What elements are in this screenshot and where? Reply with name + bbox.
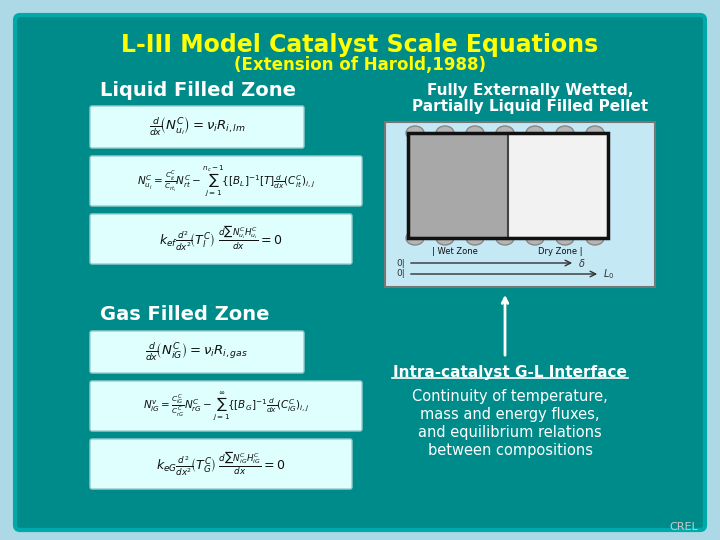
Text: | Wet Zone: | Wet Zone xyxy=(432,246,478,255)
FancyBboxPatch shape xyxy=(90,439,352,489)
Ellipse shape xyxy=(556,231,574,245)
FancyBboxPatch shape xyxy=(90,156,362,206)
Text: between compositions: between compositions xyxy=(428,442,593,457)
Text: $N_{u_i}^C=\frac{C_{it}^C}{C_{rt_i}}N_{rt}^C-\sum_{j=1}^{n_c-1}\!\{[B_L]^{-1}[T]: $N_{u_i}^C=\frac{C_{it}^C}{C_{rt_i}}N_{r… xyxy=(137,164,315,199)
Ellipse shape xyxy=(586,126,604,140)
Text: L-III Model Catalyst Scale Equations: L-III Model Catalyst Scale Equations xyxy=(122,33,598,57)
Text: Continuity of temperature,: Continuity of temperature, xyxy=(412,388,608,403)
Ellipse shape xyxy=(466,126,484,140)
Ellipse shape xyxy=(556,126,574,140)
Text: mass and energy fluxes,: mass and energy fluxes, xyxy=(420,407,600,422)
Text: Dry Zone |: Dry Zone | xyxy=(538,246,582,255)
Ellipse shape xyxy=(406,231,424,245)
Bar xyxy=(408,133,608,238)
Bar xyxy=(385,122,655,287)
FancyBboxPatch shape xyxy=(90,214,352,264)
Text: $k_{eG}\frac{d^2}{dx^2}\!\left(T_G^C\right)\;\frac{d\sum N_{iG}^C H_{iG}^C}{dx}=: $k_{eG}\frac{d^2}{dx^2}\!\left(T_G^C\rig… xyxy=(156,450,286,478)
Ellipse shape xyxy=(496,231,514,245)
Ellipse shape xyxy=(466,231,484,245)
Text: 0|: 0| xyxy=(396,269,405,279)
Text: $N_{iG}^v=\frac{C_{iG}^C}{C_{rG}^C}N_{rG}^C-\sum_{j=1}^{\infty}\!\{[B_G]^{-1}\fr: $N_{iG}^v=\frac{C_{iG}^C}{C_{rG}^C}N_{rG… xyxy=(143,390,310,422)
Bar xyxy=(408,133,508,238)
Ellipse shape xyxy=(496,126,514,140)
FancyBboxPatch shape xyxy=(90,381,362,431)
Text: Fully Externally Wetted,: Fully Externally Wetted, xyxy=(427,83,634,98)
Text: Gas Filled Zone: Gas Filled Zone xyxy=(100,306,269,325)
FancyBboxPatch shape xyxy=(90,106,304,148)
Ellipse shape xyxy=(526,231,544,245)
Text: $L_0$: $L_0$ xyxy=(603,267,614,281)
Text: CREL: CREL xyxy=(670,522,698,532)
Text: and equilibrium relations: and equilibrium relations xyxy=(418,424,602,440)
Text: 0|: 0| xyxy=(396,259,405,267)
Text: Intra-catalyst G-L Interface: Intra-catalyst G-L Interface xyxy=(393,364,627,380)
Text: Liquid Filled Zone: Liquid Filled Zone xyxy=(100,80,296,99)
Text: $\delta$: $\delta$ xyxy=(578,257,585,269)
Ellipse shape xyxy=(436,126,454,140)
Ellipse shape xyxy=(406,126,424,140)
Text: $\frac{d}{dx}\!\left(N_{iG}^C\right)=\nu_i R_{i,gas}$: $\frac{d}{dx}\!\left(N_{iG}^C\right)=\nu… xyxy=(145,341,248,363)
Ellipse shape xyxy=(436,231,454,245)
Ellipse shape xyxy=(526,126,544,140)
Ellipse shape xyxy=(586,231,604,245)
FancyBboxPatch shape xyxy=(90,331,304,373)
Text: $\frac{d}{dx}\!\left(N_{u_i}^C\right)=\nu_i R_{i,lm}$: $\frac{d}{dx}\!\left(N_{u_i}^C\right)=\n… xyxy=(148,116,246,138)
Text: Partially Liquid Filled Pellet: Partially Liquid Filled Pellet xyxy=(412,99,648,114)
Bar xyxy=(508,133,608,238)
Text: (Extension of Harold,1988): (Extension of Harold,1988) xyxy=(234,56,486,74)
FancyBboxPatch shape xyxy=(15,15,705,530)
Text: $k_{ef}\frac{d^2}{dx^2}\!\left(T_l^C\right)\;\frac{d\sum N_{u_i}^C H_{u_i}^C}{dx: $k_{ef}\frac{d^2}{dx^2}\!\left(T_l^C\rig… xyxy=(159,225,283,253)
